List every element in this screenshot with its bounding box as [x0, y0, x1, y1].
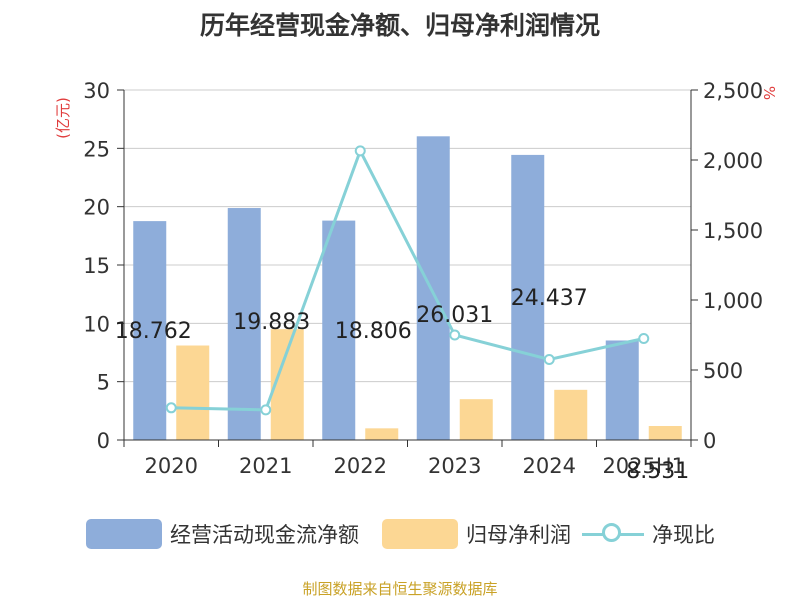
- right-tick-label: 2,500: [703, 79, 763, 103]
- x-tick-label: 2024: [523, 454, 576, 478]
- bar-cash-flow: [133, 221, 167, 440]
- left-axis-unit: (亿元): [54, 97, 72, 139]
- left-tick-label: 15: [83, 254, 110, 278]
- left-tick-label: 5: [97, 371, 110, 395]
- bar-net-profit: [554, 389, 588, 440]
- data-label-cash: 19.883: [233, 310, 310, 335]
- chart-title: 历年经营现金净额、归母净利润情况: [199, 11, 600, 40]
- x-tick-label: 2022: [334, 454, 387, 478]
- legend-item-ratio[interactable]: 净现比: [582, 516, 715, 552]
- bar-net-profit: [176, 345, 210, 440]
- bar-cash-flow: [322, 220, 356, 440]
- bar-cash-flow: [605, 340, 639, 440]
- left-tick-label: 0: [97, 429, 110, 453]
- chart: 0 5 10 15 20 25 30 0 500 1,000 1,500 2,000 2,500 (亿元)…: [54, 79, 778, 484]
- bar-net-profit: [648, 426, 682, 440]
- left-tick-label: 25: [83, 137, 110, 161]
- x-tick-label: 2023: [428, 454, 481, 478]
- data-label-cash: 26.031: [416, 303, 493, 328]
- right-tick-label: 1,500: [703, 219, 763, 243]
- right-tick-label: 1,000: [703, 289, 763, 313]
- ratio-line-group: [165, 145, 650, 416]
- data-label-cash: 18.806: [335, 319, 412, 344]
- legend-item-cash[interactable]: 经营活动现金流净额: [86, 516, 359, 552]
- bar-cash-flow: [416, 136, 450, 440]
- legend-label-profit: 归母净利润: [466, 523, 571, 547]
- bar-cash-flow: [511, 154, 545, 440]
- ratio-point: [354, 145, 366, 157]
- data-label-cash: 8.531: [626, 459, 689, 484]
- bar-group: [133, 136, 682, 440]
- right-axis-unit: %: [760, 86, 778, 100]
- ratio-point: [543, 354, 555, 365]
- right-tick-label: 0: [703, 429, 716, 453]
- right-tick-label: 2,000: [703, 149, 763, 173]
- x-tick-label: 2021: [239, 454, 292, 478]
- legend-label-cash: 经营活动现金流净额: [170, 523, 359, 547]
- legend-swatch-cash: [86, 519, 162, 549]
- data-label-cash: 24.437: [511, 286, 588, 311]
- legend-label-ratio: 净现比: [652, 523, 715, 547]
- bar-net-profit: [459, 399, 493, 440]
- axes: 0 5 10 15 20 25 30 0 500 1,000 1,500 2,000 2,500 (亿元)…: [54, 79, 778, 478]
- ratio-line: [171, 147, 645, 412]
- ratio-point: [165, 402, 177, 414]
- legend: 经营活动现金流净额 归母净利润 净现比: [0, 516, 800, 556]
- right-tick-label: 500: [703, 359, 743, 383]
- ratio-point: [638, 333, 650, 344]
- legend-item-profit[interactable]: 归母净利润: [382, 516, 571, 552]
- x-tick-label: 2020: [145, 454, 198, 478]
- ratio-point: [449, 329, 461, 341]
- legend-swatch-profit: [382, 519, 458, 549]
- bar-net-profit: [365, 428, 399, 440]
- left-tick-label: 30: [83, 79, 110, 103]
- bar-cash-flow: [227, 208, 261, 440]
- legend-swatch-ratio: [582, 519, 644, 549]
- x-tick-label: 2025H1: [602, 454, 685, 478]
- left-tick-label: 20: [83, 196, 110, 220]
- left-tick-label: 10: [83, 312, 110, 336]
- grid-lines: [124, 89, 691, 383]
- source-note: 制图数据来自恒生聚源数据库: [302, 580, 498, 598]
- data-label-cash: 18.762: [115, 319, 192, 344]
- ratio-point: [260, 404, 272, 416]
